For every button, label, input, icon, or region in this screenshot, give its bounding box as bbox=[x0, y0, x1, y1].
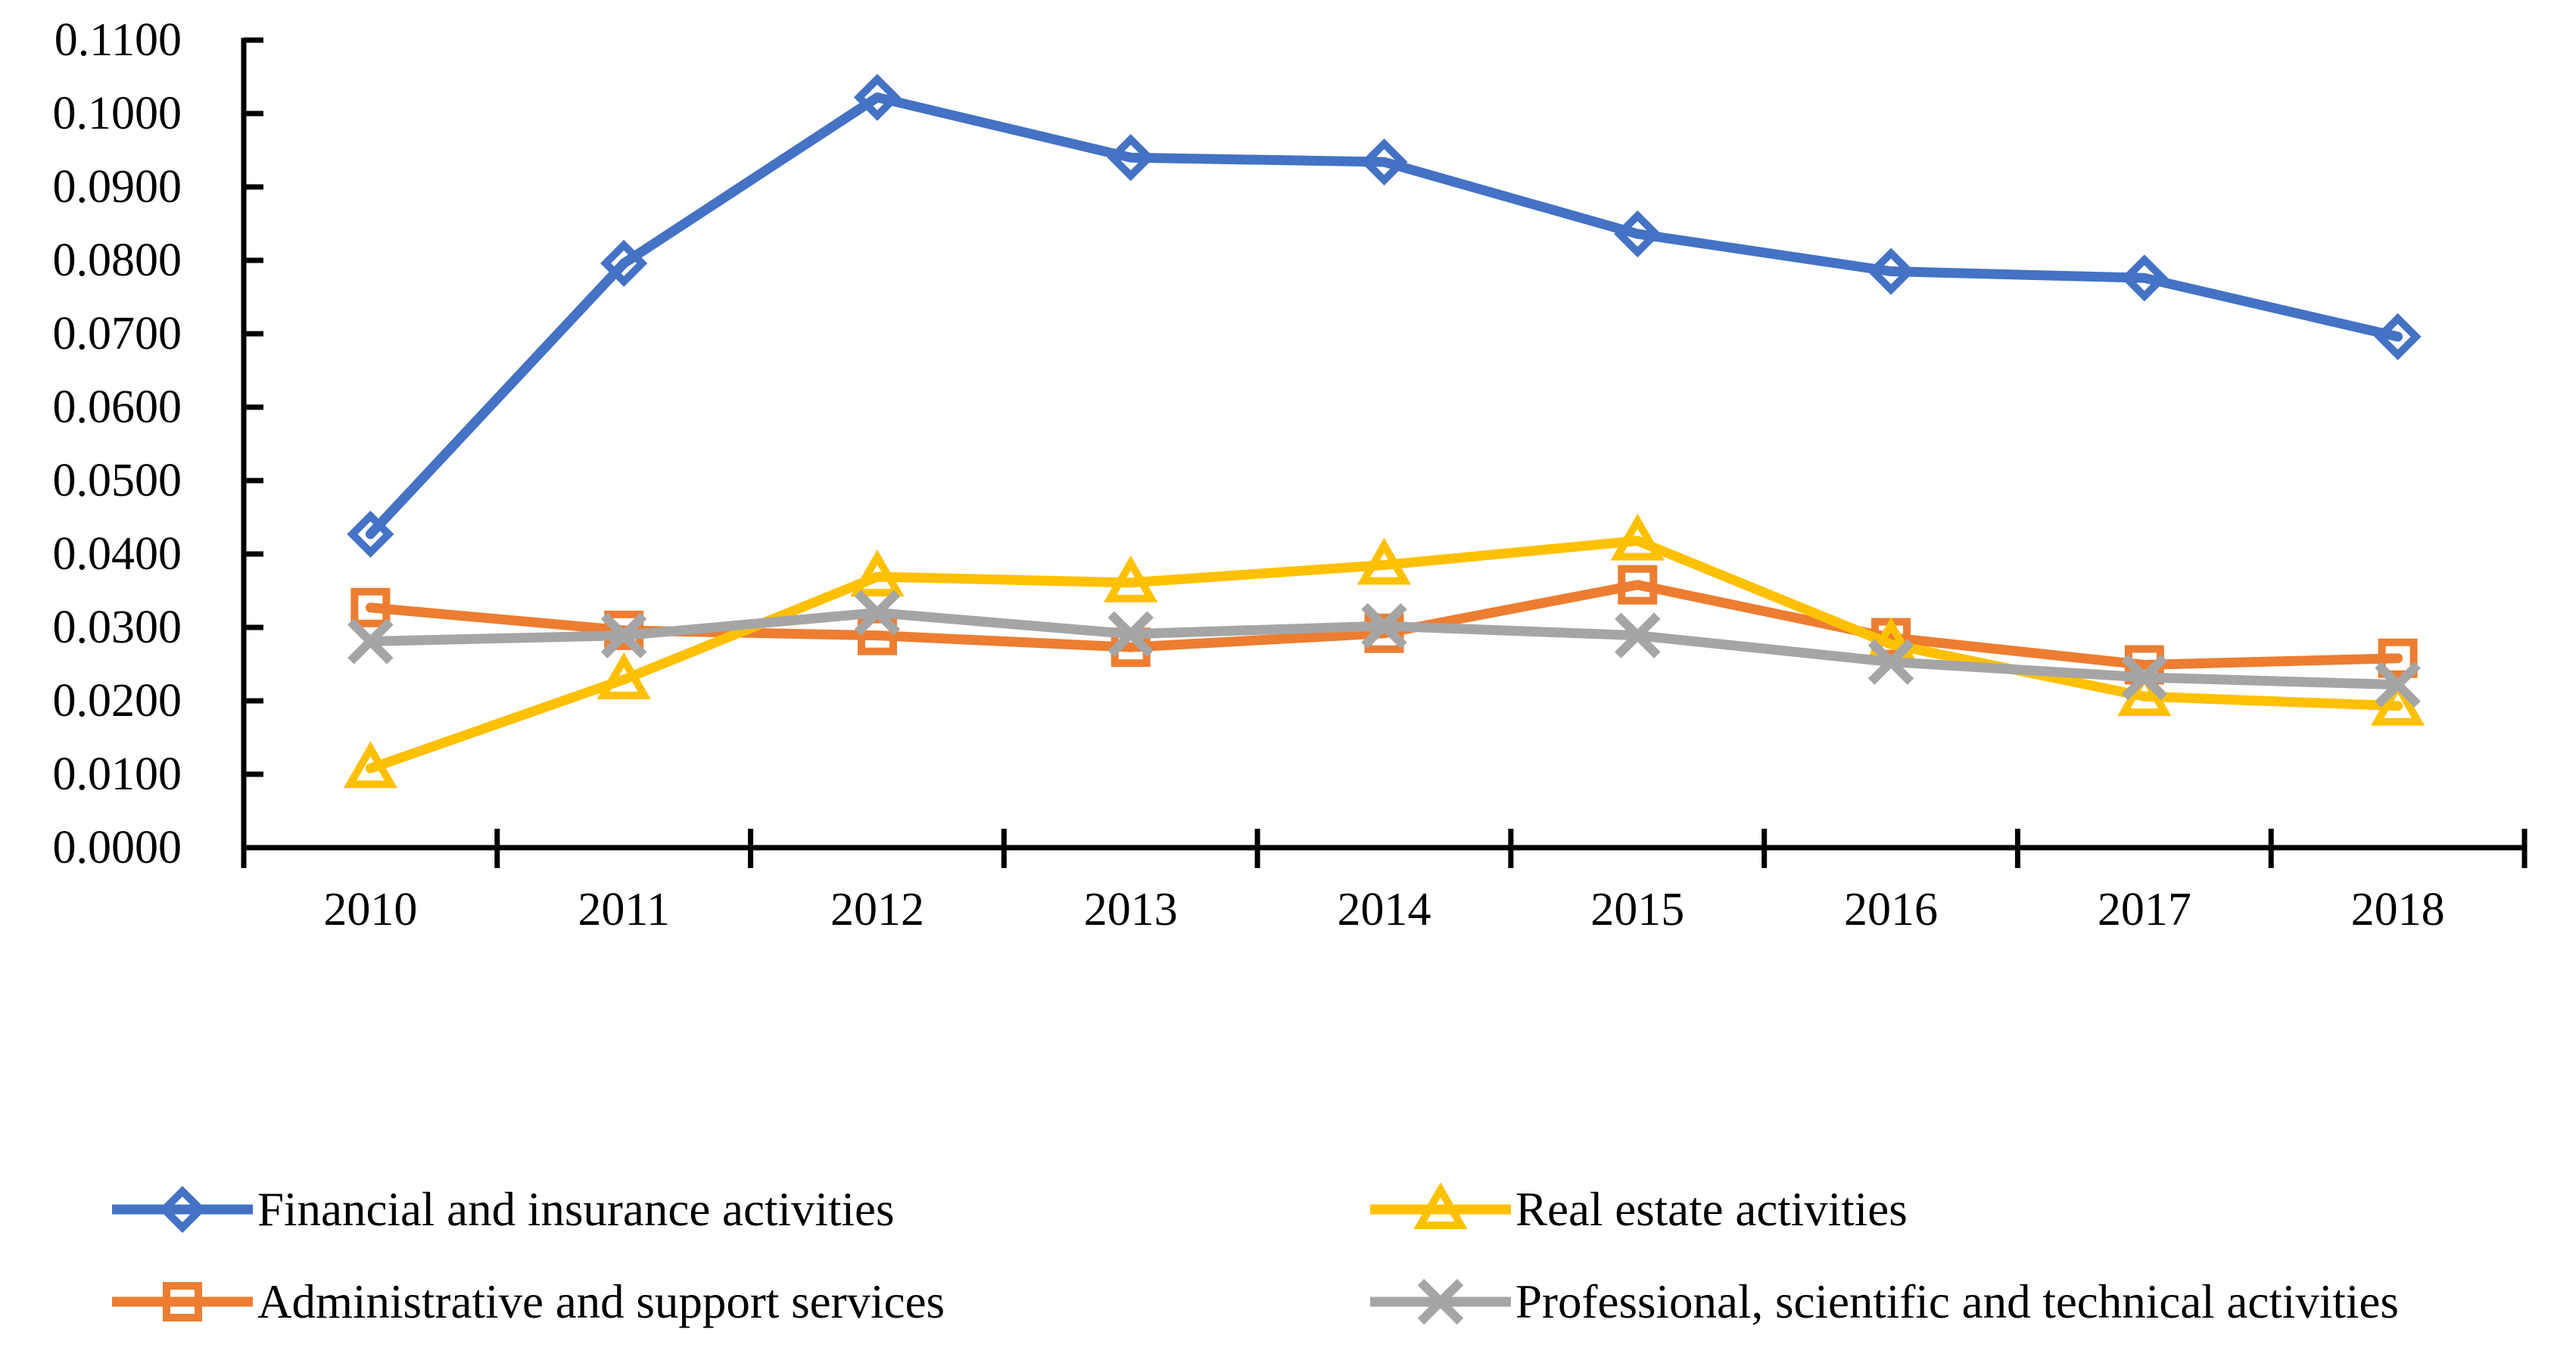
series-marker-diamond bbox=[1360, 138, 1408, 186]
series-marker-diamond bbox=[853, 73, 902, 121]
series-marker-x bbox=[2121, 654, 2168, 701]
series-marker-triangle bbox=[343, 741, 398, 789]
x-axis-tick-label-2014: 2014 bbox=[1338, 884, 1431, 935]
series-marker-diamond bbox=[2120, 254, 2168, 302]
series-line-2 bbox=[365, 536, 2403, 773]
series-marker-diamond bbox=[347, 510, 394, 558]
series-marker-x bbox=[1417, 1278, 1464, 1325]
legend-marker-x bbox=[1370, 1278, 1511, 1325]
y-axis-tick-label: 0.0000 bbox=[53, 822, 182, 873]
y-axis-tick-label: 0.0900 bbox=[53, 161, 182, 213]
series-marker-square bbox=[1618, 565, 1658, 605]
series-marker-diamond bbox=[158, 1185, 207, 1234]
series-marker-diamond bbox=[1614, 210, 1662, 258]
series-marker-diamond bbox=[2374, 313, 2422, 360]
legend-marker-triangle bbox=[1370, 1183, 1511, 1229]
series-marker-x bbox=[1867, 639, 1914, 685]
legend-item-administrative: Administrative and support services bbox=[112, 1275, 945, 1328]
series-marker-square bbox=[1364, 613, 1404, 653]
legend-item-financial: Financial and insurance activities bbox=[112, 1183, 894, 1236]
series-marker-diamond bbox=[1867, 247, 1915, 295]
y-axis-tick-label: 0.0300 bbox=[53, 602, 182, 653]
series-marker-x bbox=[2375, 661, 2421, 708]
series-marker-diamond bbox=[600, 239, 648, 287]
series-marker-x bbox=[1615, 612, 1661, 658]
y-axis-tick-label: 0.0800 bbox=[53, 235, 182, 286]
series-marker-x bbox=[854, 590, 901, 636]
legend-label: Real estate activities bbox=[1515, 1183, 1908, 1236]
series-marker-triangle bbox=[1104, 555, 1158, 602]
series-marker-square bbox=[857, 615, 897, 655]
legend-marker-diamond bbox=[112, 1185, 253, 1234]
legend-label: Financial and insurance activities bbox=[257, 1183, 895, 1236]
series-marker-x bbox=[1107, 611, 1154, 657]
legend-label: Professional, scientific and technical a… bbox=[1515, 1275, 2399, 1328]
y-axis-tick-label: 0.1100 bbox=[55, 14, 182, 66]
series-marker-triangle bbox=[596, 652, 651, 699]
x-axis-tick-label-2018: 2018 bbox=[2351, 884, 2445, 935]
series-marker-diamond bbox=[1107, 134, 1154, 182]
y-axis-tick-label: 0.1000 bbox=[53, 88, 182, 139]
x-axis-tick-label-2015: 2015 bbox=[1590, 884, 1684, 935]
series-diamond bbox=[347, 73, 2422, 558]
y-axis-tick-label: 0.0700 bbox=[53, 308, 182, 359]
legend-marker-square bbox=[112, 1282, 253, 1321]
series-marker-triangle bbox=[1413, 1183, 1468, 1229]
series-marker-triangle bbox=[2117, 669, 2172, 717]
y-axis-tick-label: 0.0600 bbox=[53, 381, 182, 433]
y-axis-tick-label: 0.0500 bbox=[53, 455, 182, 506]
series-marker-x bbox=[600, 612, 647, 658]
series-marker-triangle bbox=[1610, 513, 1665, 561]
series-marker-x bbox=[347, 618, 394, 664]
y-axis-tick-label: 0.0400 bbox=[53, 528, 182, 580]
series-marker-triangle bbox=[2370, 678, 2425, 726]
x-axis-tick-label-2013: 2013 bbox=[1084, 884, 1178, 935]
series-x bbox=[347, 590, 2421, 708]
x-axis-tick-label-2016: 2016 bbox=[1844, 884, 1938, 935]
series-line-0 bbox=[365, 92, 2403, 540]
x-axis-tick-label-2012: 2012 bbox=[830, 884, 924, 935]
x-axis-tick-label-2011: 2011 bbox=[578, 884, 670, 935]
x-axis-tick-label-2017: 2017 bbox=[2098, 884, 2191, 935]
series-marker-square bbox=[163, 1282, 202, 1321]
legend-item-professional: Professional, scientific and technical a… bbox=[1370, 1275, 2399, 1328]
x-axis-tick-label-2010: 2010 bbox=[323, 884, 417, 935]
series-marker-x bbox=[1361, 602, 1407, 649]
series-marker-triangle bbox=[1357, 537, 1412, 585]
legend-item-realestate: Real estate activities bbox=[1370, 1183, 1908, 1236]
y-axis-tick-label: 0.0200 bbox=[53, 675, 182, 727]
series-marker-square bbox=[2378, 638, 2418, 678]
series-marker-square bbox=[350, 587, 391, 627]
series-marker-triangle bbox=[850, 549, 905, 597]
y-axis-tick-label: 0.0100 bbox=[53, 749, 182, 800]
legend-label: Administrative and support services bbox=[257, 1275, 945, 1328]
